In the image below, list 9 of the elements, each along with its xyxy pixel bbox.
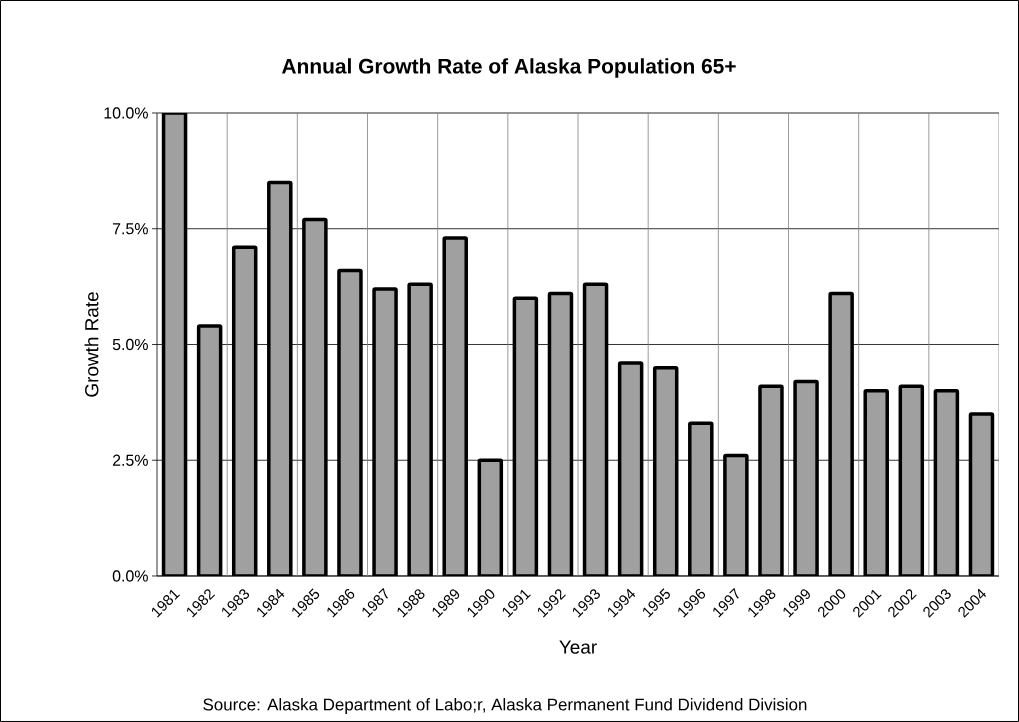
- y-axis-title: Growth Rate: [84, 292, 99, 397]
- y-tick-label: 2.5%: [112, 454, 148, 466]
- chart-title: Annual Growth Rate of Alaska Population 65+: [281, 58, 736, 78]
- y-tick-label: 0.0%: [112, 570, 148, 582]
- y-tick-label: 7.5%: [112, 223, 148, 235]
- source-note: Source: Alaska Department of Labo;r, Alaska Permanent Fund Dividend Division: [203, 698, 807, 714]
- y-tick-label: 10.0%: [104, 107, 148, 119]
- y-tick-label: 5.0%: [112, 338, 148, 351]
- x-axis-title: Year: [559, 640, 597, 654]
